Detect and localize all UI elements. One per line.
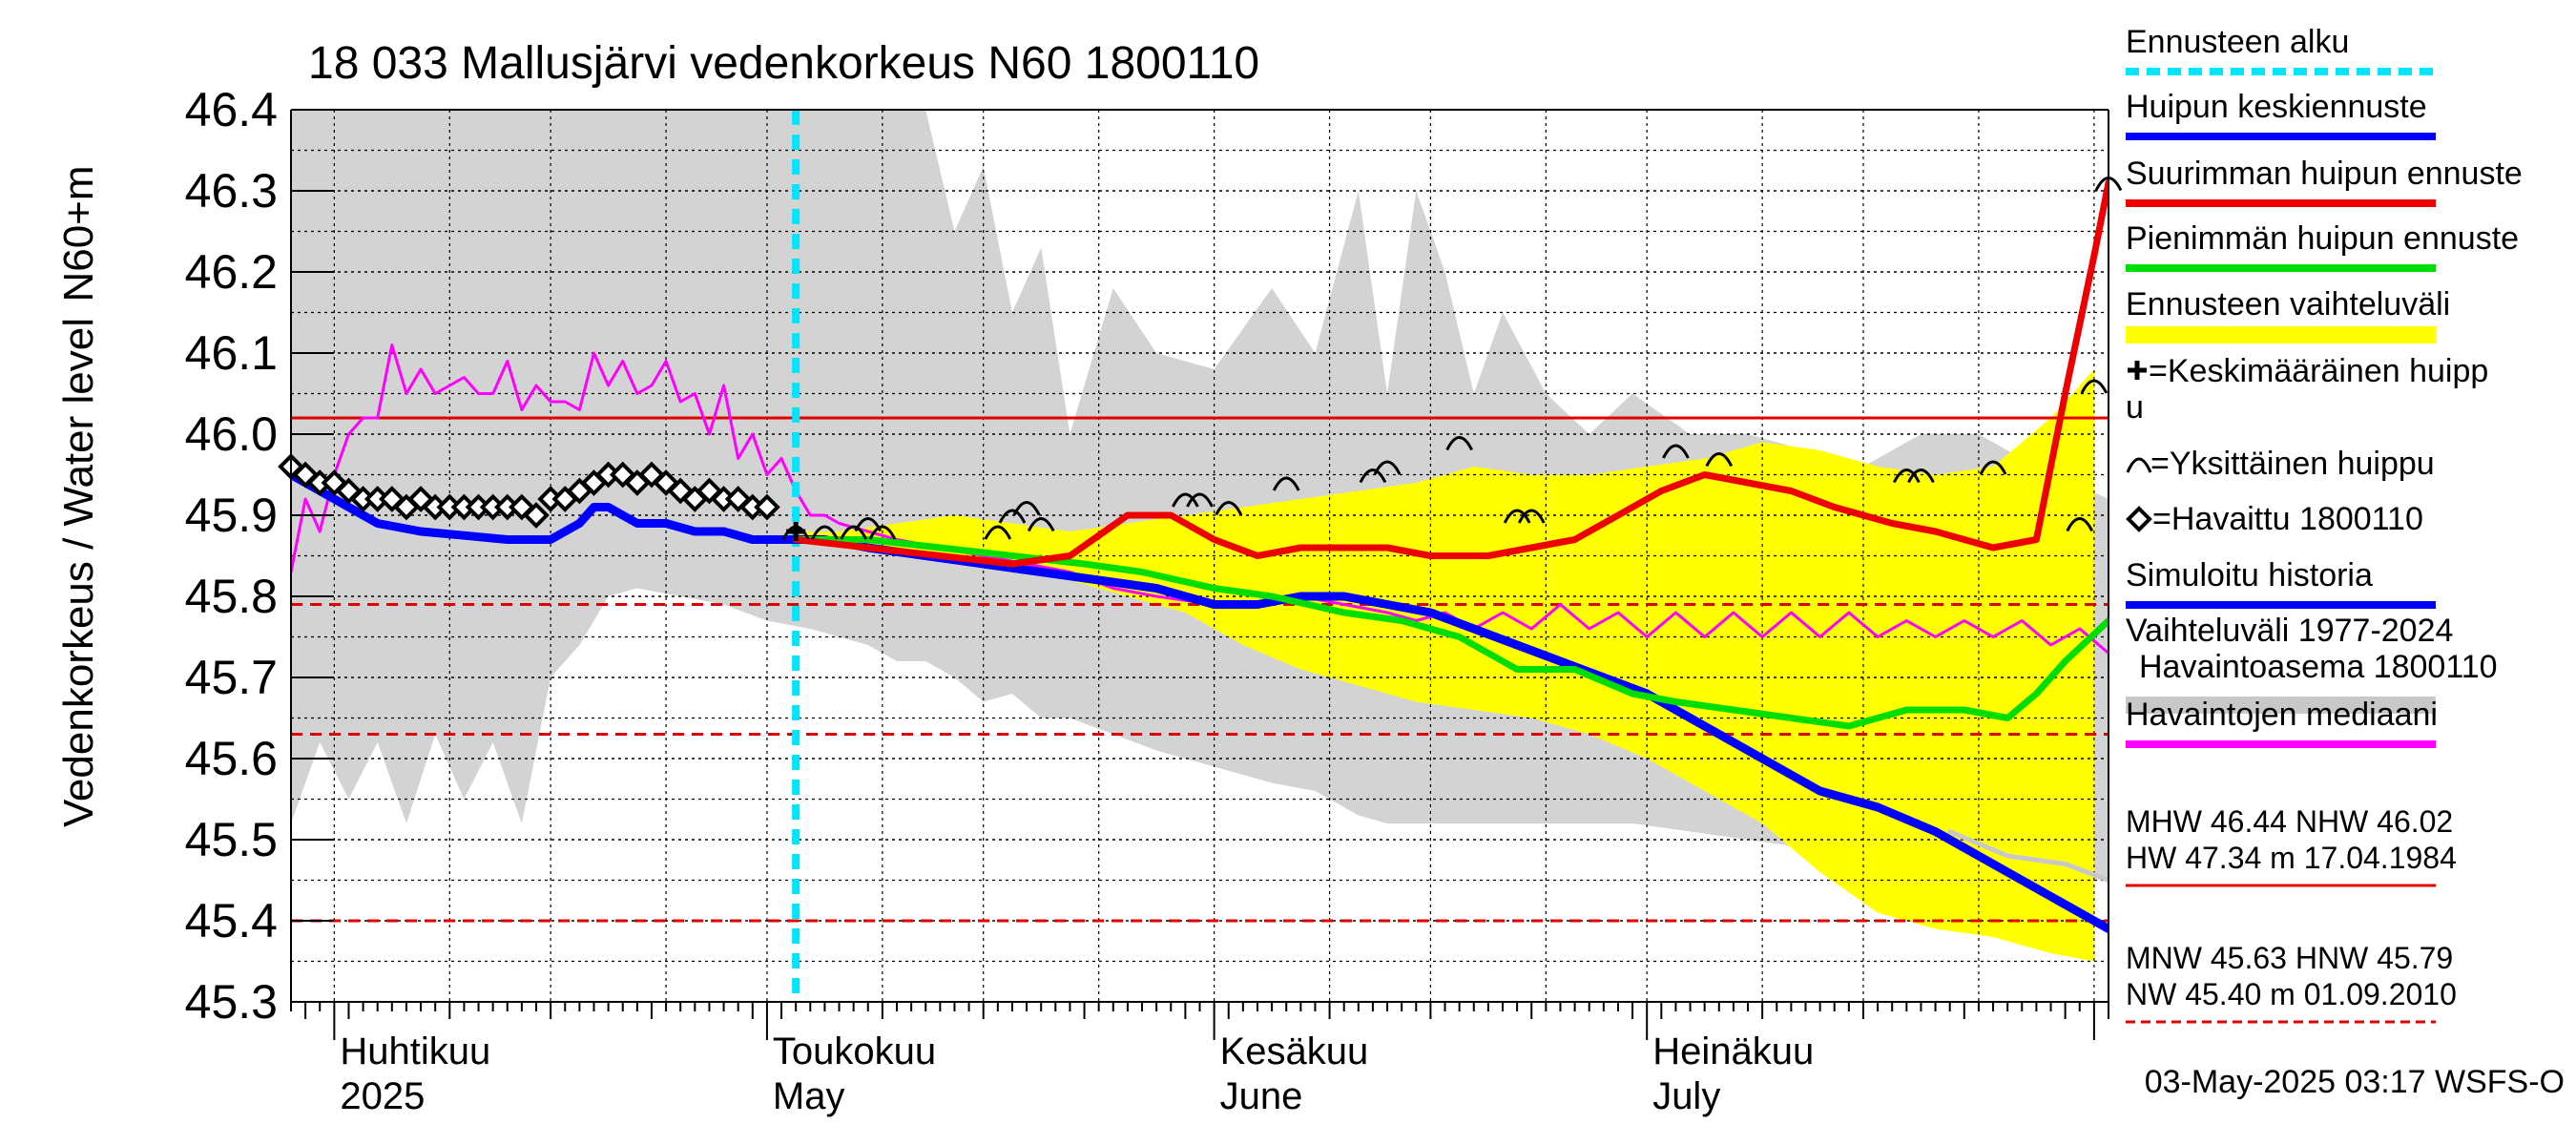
y-tick-label: 46.4 xyxy=(185,83,278,136)
y-tick-label: 45.6 xyxy=(185,732,278,785)
stats-line: MNW 45.63 HNW 45.79 xyxy=(2126,941,2453,975)
reference-lines xyxy=(291,416,2109,923)
single-peak-marker xyxy=(1517,509,1546,524)
legend-label: Havaintojen mediaani xyxy=(2126,697,2438,733)
markers xyxy=(278,177,2123,541)
single-peak-marker xyxy=(840,525,867,540)
single-peak-marker xyxy=(984,525,1012,540)
footer-timestamp: 03-May-2025 03:17 WSFS-O xyxy=(2145,1064,2565,1100)
legend-label: =Havaittu 1800110 xyxy=(2152,501,2423,537)
observed-point xyxy=(754,493,780,521)
y-tick-label: 46.0 xyxy=(185,407,278,461)
series-vaihteluv-li-gray-median xyxy=(1947,829,2109,883)
legend-label: =Keskimääräinen huipp xyxy=(2149,353,2488,389)
grid-lines xyxy=(291,109,2109,1003)
series-simuloitu-historia xyxy=(291,470,2109,933)
single-peak-marker xyxy=(811,525,839,540)
legend-label: Ennusteen vaihteluväli xyxy=(2126,286,2450,323)
single-peak-marker xyxy=(1012,501,1041,516)
month-label-fi: Kesäkuu xyxy=(1220,1030,1369,1072)
y-axis-unit: N60+m xyxy=(55,165,102,302)
legend-label: Ennusteen alku xyxy=(2126,24,2349,60)
forecast-range-band xyxy=(796,369,2094,962)
legend-swatch xyxy=(2126,326,2436,344)
series-lines xyxy=(291,110,2109,1002)
y-tick-label: 46.1 xyxy=(185,326,278,380)
legend-plus-icon xyxy=(2128,361,2147,380)
y-tick-label: 46.3 xyxy=(185,164,278,218)
legend-label-cont: Havaintoasema 1800110 xyxy=(2139,649,2498,685)
single-peak-marker xyxy=(1215,501,1243,516)
y-tick-label: 45.7 xyxy=(185,651,278,704)
single-peak-marker xyxy=(1907,468,1935,484)
series-suurimman-huipun-ennuste xyxy=(792,179,2109,568)
legend-label: =Yksittäinen huippu xyxy=(2150,446,2435,482)
single-peak-marker xyxy=(1445,436,1473,451)
y-axis-label: Vedenkorkeus / Water level xyxy=(55,318,102,827)
single-peak-marker xyxy=(1979,460,2007,475)
axes: 46.4 46.3 46.2 46.1 46.0 45.9 45.8 45.7 45.6 45.5… xyxy=(185,83,2109,1117)
month-label-fi: Huhtikuu xyxy=(340,1030,490,1072)
stats-line: MHW 46.44 NHW 46.02 xyxy=(2126,804,2453,839)
stats-line: HW 47.34 m 17.04.1984 xyxy=(2126,841,2457,875)
single-peak-marker xyxy=(1359,468,1387,484)
single-peak-marker xyxy=(868,525,897,540)
single-peak-marker xyxy=(1503,509,1531,524)
single-peak-marker xyxy=(998,509,1027,524)
single-peak-marker xyxy=(1186,492,1214,508)
legend-label: Pienimmän huipun ennuste xyxy=(2126,220,2519,257)
y-tick-label: 45.4 xyxy=(185,894,278,947)
single-peak-marker xyxy=(1272,476,1300,491)
legend: Ennusteen alku Huipun keskiennuste Suurimm… xyxy=(2126,24,2523,1024)
legend-diamond-icon xyxy=(2126,506,2152,532)
legend-label: Simuloitu historia xyxy=(2126,557,2373,593)
month-label-fi: Heinäkuu xyxy=(1652,1030,1814,1072)
legend-arc-icon xyxy=(2126,457,2152,473)
month-label-en: July xyxy=(1652,1075,1720,1117)
mean-peak-marker xyxy=(786,522,806,541)
y-tick-label: 45.5 xyxy=(185,813,278,866)
single-peak-marker xyxy=(1027,517,1055,532)
single-peak-marker xyxy=(1662,444,1690,459)
month-label-en: June xyxy=(1220,1075,1303,1117)
y-tick-label: 46.2 xyxy=(185,245,278,299)
legend-label: Vaihteluväli 1977-2024 xyxy=(2126,613,2453,649)
y-tick-label: 45.3 xyxy=(185,975,278,1029)
single-peak-marker xyxy=(1373,460,1402,475)
series-pienimm-n-huipun-ennuste xyxy=(792,536,2109,730)
month-label-en: May xyxy=(773,1075,845,1117)
single-peak-marker xyxy=(2066,517,2094,532)
legend-label: Huipun keskiennuste xyxy=(2126,89,2427,125)
single-peak-marker xyxy=(1705,452,1734,468)
legend-label: Suurimman huipun ennuste xyxy=(2126,156,2523,192)
y-tick-label: 45.8 xyxy=(185,570,278,623)
legend-label-cont: u xyxy=(2126,389,2144,426)
chart-title: 18 033 Mallusjärvi vedenkorkeus N60 1800… xyxy=(308,38,1259,89)
stats-line: NW 45.40 m 01.09.2010 xyxy=(2126,977,2457,1011)
month-label-fi: Toukokuu xyxy=(773,1030,936,1072)
observed-point xyxy=(523,502,550,529)
single-peak-marker xyxy=(2080,379,2109,394)
y-tick-label: 45.9 xyxy=(185,489,278,542)
series-havaintojen-mediaani xyxy=(291,344,2109,655)
legend-swatch xyxy=(2126,697,2436,714)
single-peak-marker xyxy=(1892,468,1921,484)
month-label-en: 2025 xyxy=(340,1075,425,1117)
single-peak-marker xyxy=(1172,492,1199,508)
